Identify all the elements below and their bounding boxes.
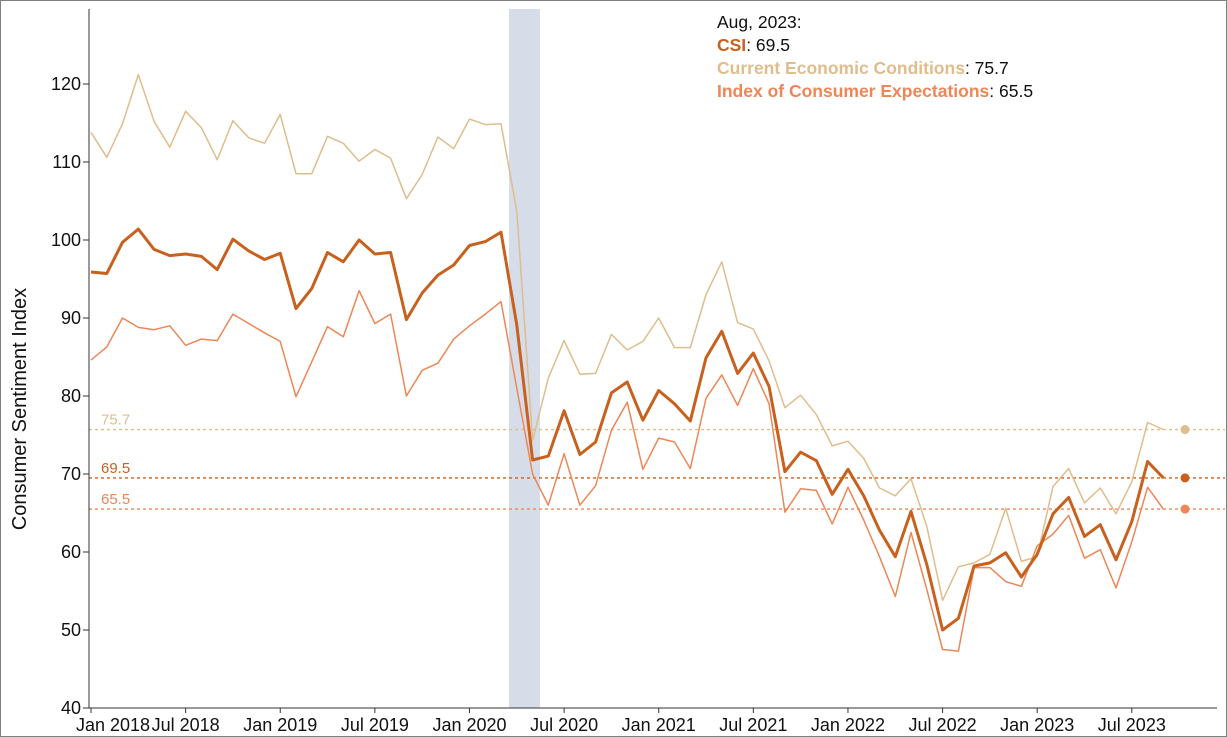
y-tick-label: 90 xyxy=(61,308,81,328)
y-tick-label: 70 xyxy=(61,464,81,484)
x-tick-label: Jan 2021 xyxy=(622,715,696,735)
annotation-expectations-name: Index of Consumer Expectations xyxy=(717,81,990,101)
x-tick-label: Jul 2019 xyxy=(341,715,409,735)
x-tick-label: Jul 2023 xyxy=(1098,715,1166,735)
end-point-marker xyxy=(1180,504,1190,514)
y-tick-label: 110 xyxy=(52,152,81,172)
annotation-csi-value: 69.5 xyxy=(755,35,790,55)
annotation-csi-name: CSI xyxy=(717,35,747,55)
annotation-expectations-value: 65.5 xyxy=(999,81,1034,101)
y-tick-label: 40 xyxy=(61,698,81,718)
recession-band xyxy=(509,9,540,708)
annotation-row-current: Current Economic Conditions: 75.7 xyxy=(717,58,1009,78)
annotation-row-csi: CSI: 69.5 xyxy=(717,35,790,55)
reference-line-label: 69.5 xyxy=(101,460,130,477)
x-tick-label: Jan 2019 xyxy=(243,715,317,735)
x-tick-label: Jul 2021 xyxy=(719,715,787,735)
y-tick-label: 50 xyxy=(61,620,81,640)
x-tick-label: Jan 2023 xyxy=(1000,715,1074,735)
series-line xyxy=(90,289,1165,652)
y-axis-label: Consumer Sentiment Index xyxy=(9,288,31,530)
series-line xyxy=(90,227,1165,632)
y-tick-label: 100 xyxy=(51,230,81,250)
annotation-box: Aug, 2023: CSI: 69.5 Current Economic Co… xyxy=(717,11,1033,103)
x-tick-label: Jan 2022 xyxy=(811,715,885,735)
annotation-current-value: 75.7 xyxy=(974,58,1009,78)
x-tick-label: Jan 2020 xyxy=(432,715,506,735)
x-tick-label: Jul 2022 xyxy=(909,715,977,735)
annotation-date: Aug, 2023: xyxy=(717,12,802,32)
annotation-current-name: Current Economic Conditions xyxy=(717,58,965,78)
reference-line-label: 65.5 xyxy=(101,491,130,508)
y-tick-label: 60 xyxy=(61,542,81,562)
reference-line-label: 75.7 xyxy=(101,412,130,429)
x-tick-label: Jan 2018 xyxy=(76,715,150,735)
y-tick-label: 80 xyxy=(61,386,81,406)
end-point-marker xyxy=(1180,425,1190,435)
x-tick-label: Jul 2020 xyxy=(530,715,598,735)
annotation-row-expectations: Index of Consumer Expectations: 65.5 xyxy=(717,81,1034,101)
y-tick-label: 120 xyxy=(51,74,81,94)
x-tick-label: Jul 2018 xyxy=(152,715,220,735)
end-point-marker xyxy=(1180,473,1190,483)
series-line xyxy=(90,73,1164,602)
